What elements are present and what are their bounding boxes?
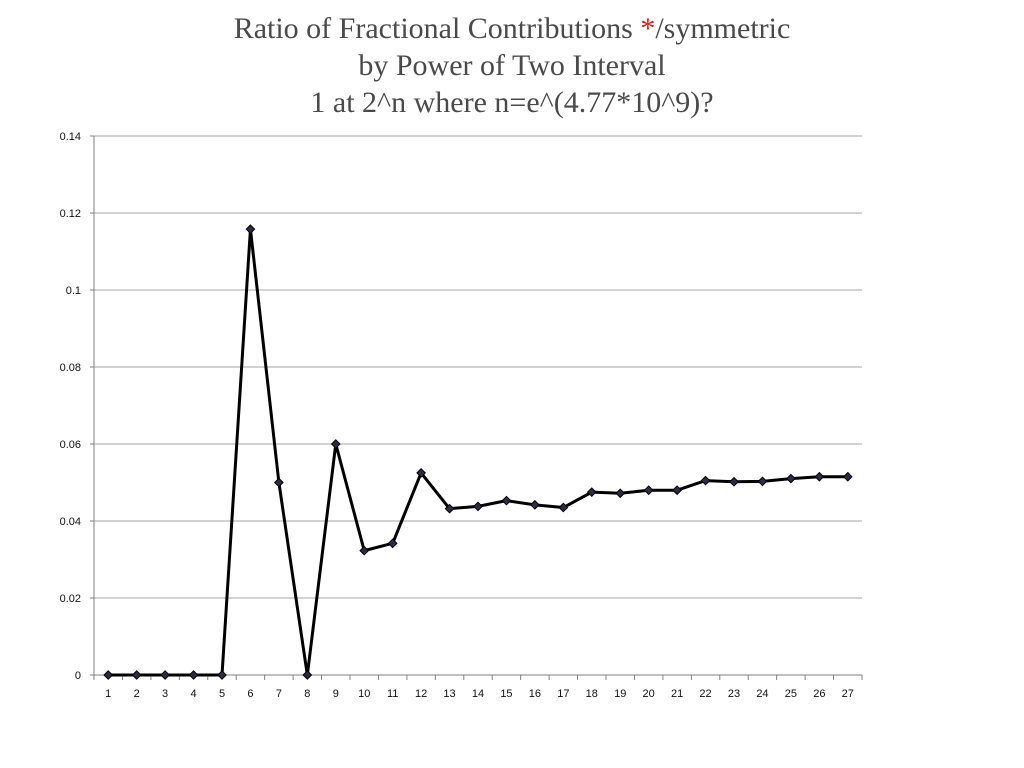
data-point-25: [785, 473, 796, 484]
x-tick-label-12: 12: [415, 688, 427, 700]
data-point-5: [217, 670, 227, 680]
x-tick-label-19: 19: [614, 688, 626, 700]
x-tick-label-23: 23: [728, 688, 740, 700]
x-tick-label-13: 13: [443, 688, 455, 700]
y-tick-label-7: 0.14: [60, 131, 81, 143]
y-tick-label-2: 0.04: [60, 516, 81, 528]
data-point-14: [473, 501, 483, 512]
x-tick-label-22: 22: [699, 688, 711, 700]
y-tick-label-0: 0: [75, 670, 81, 682]
chart-title: Ratio of Fractional Contributions */symm…: [0, 10, 1024, 121]
data-point-12: [416, 467, 427, 478]
chart-title-asterisk: *: [640, 12, 656, 45]
x-tick-label-16: 16: [529, 688, 541, 700]
data-point-26: [814, 471, 825, 482]
data-point-24: [757, 476, 768, 487]
data-point-9: [330, 439, 341, 449]
data-point-4: [188, 670, 199, 680]
data-point-13: [444, 503, 455, 514]
data-point-10: [359, 545, 370, 556]
x-tick-label-4: 4: [190, 688, 196, 700]
data-point-8: [302, 670, 313, 680]
data-point-15: [501, 495, 512, 506]
chart-title-line-1: Ratio of Fractional Contributions */symm…: [0, 10, 1024, 47]
data-point-11: [387, 538, 398, 549]
y-tick-label-5: 0.1: [66, 285, 81, 297]
x-tick-label-3: 3: [162, 688, 168, 700]
y-tick-label-3: 0.06: [60, 439, 81, 451]
x-tick-label-11: 11: [387, 688, 398, 700]
x-tick-label-24: 24: [756, 688, 768, 700]
x-tick-label-1: 1: [105, 688, 111, 700]
data-point-1: [103, 670, 114, 680]
y-tick-label-6: 0.12: [60, 208, 81, 220]
x-tick-label-6: 6: [247, 688, 253, 700]
data-point-6: [245, 224, 256, 235]
chart-title-line-1-text: Ratio of Fractional Contributions: [233, 12, 641, 45]
x-tick-label-15: 15: [500, 688, 512, 700]
y-tick-label-1: 0.02: [60, 593, 81, 605]
data-point-19: [615, 488, 626, 499]
x-tick-label-8: 8: [304, 688, 310, 700]
chart-title-line-3: 1 at 2^n where n=e^(4.77*10^9)?: [310, 86, 714, 119]
x-tick-label-27: 27: [842, 688, 854, 700]
x-tick-label-14: 14: [472, 688, 484, 700]
data-point-7: [273, 477, 284, 488]
x-tick-label-2: 2: [134, 688, 140, 700]
y-tick-label-4: 0.08: [60, 362, 81, 374]
x-tick-label-21: 21: [671, 688, 683, 700]
data-point-3: [160, 670, 171, 680]
series-line-0: [108, 227, 848, 677]
x-tick-label-5: 5: [219, 688, 225, 700]
data-point-27: [842, 471, 853, 482]
x-tick-label-7: 7: [276, 688, 282, 700]
data-point-17: [558, 502, 569, 513]
data-point-18: [586, 487, 597, 498]
x-tick-label-26: 26: [813, 688, 825, 700]
x-tick-label-20: 20: [643, 688, 655, 700]
x-tick-label-10: 10: [358, 688, 370, 700]
data-point-21: [672, 485, 683, 496]
chart-title-line-2: by Power of Two Interval: [358, 49, 666, 82]
data-point-20: [643, 485, 654, 496]
x-tick-label-17: 17: [557, 688, 569, 700]
data-point-16: [529, 499, 540, 510]
data-point-22: [700, 475, 711, 486]
x-tick-label-18: 18: [586, 688, 598, 700]
data-point-2: [131, 670, 142, 680]
x-tick-label-9: 9: [333, 688, 339, 700]
chart-title-line-1-suffix: /symmetric: [655, 12, 791, 45]
data-point-23: [729, 476, 739, 487]
x-tick-label-25: 25: [785, 688, 797, 700]
